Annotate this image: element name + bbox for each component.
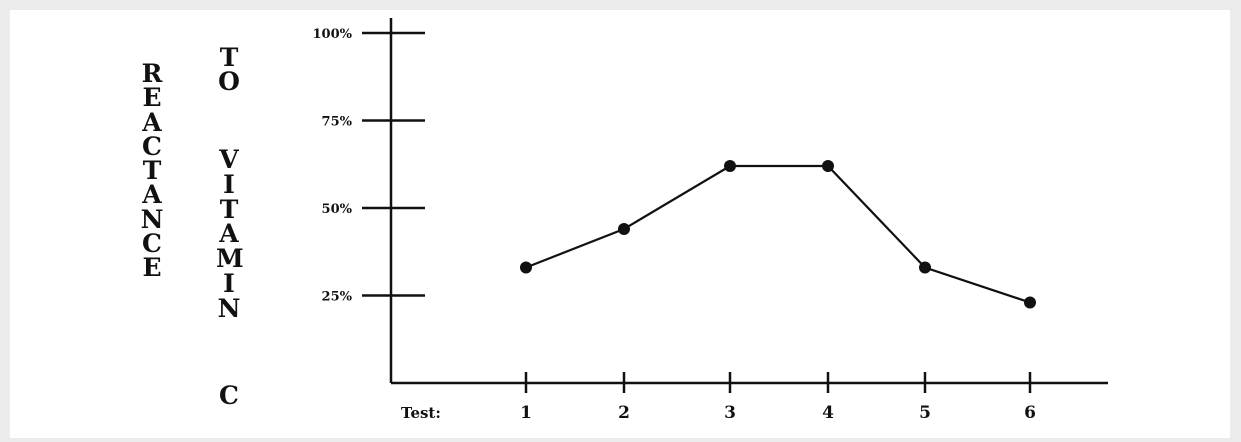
y-ticks: 100% 75% 50% 25% (313, 27, 425, 305)
x-axis-prefix: Test: (401, 404, 441, 422)
reactance-letter: C (142, 229, 162, 259)
vitamin-letter: I (223, 169, 235, 199)
vitamin-letter: V (219, 145, 239, 174)
vitamin-letter: M (216, 244, 244, 274)
vitamin-letter: T (219, 194, 239, 224)
data-point (822, 160, 834, 172)
series-line (525, 164, 1031, 304)
series (520, 160, 1036, 309)
reactance-letter: C (142, 131, 162, 161)
to-letter: O (218, 67, 240, 97)
x-tick-label: 2 (618, 403, 630, 423)
reactance-letter: R (141, 59, 163, 88)
y-axis-label-c: C (216, 381, 242, 410)
reactance-letter: T (142, 156, 162, 186)
vitamin-letter: N (217, 293, 241, 323)
data-point (520, 261, 532, 274)
reactance-letter: E (142, 253, 162, 283)
x-ticks: 1 2 3 4 5 6 (520, 372, 1036, 423)
to-letter: T (219, 43, 239, 72)
reactance-letter: E (142, 83, 162, 113)
x-tick-label: 5 (919, 403, 931, 423)
x-tick-label: 3 (724, 403, 736, 423)
vitamin-letter: A (219, 219, 239, 249)
data-point (919, 261, 931, 274)
x-tick-label: 1 (520, 403, 532, 423)
y-tick-label: 25% (322, 290, 353, 305)
data-point (618, 223, 630, 235)
data-point (1024, 296, 1036, 309)
y-tick-label: 100% (313, 27, 353, 42)
x-tick-label: 6 (1024, 403, 1036, 423)
reactance-letter: A (142, 180, 162, 210)
reactance-letter: N (140, 204, 164, 234)
y-tick-label: 75% (322, 115, 353, 130)
vitamin-letter: I (223, 268, 235, 298)
reactance-letter: A (142, 107, 162, 137)
x-tick-label: 4 (822, 403, 834, 423)
chart-background (10, 10, 1230, 438)
c-letter: C (219, 381, 239, 410)
data-point (724, 160, 736, 172)
y-tick-label: 50% (322, 202, 353, 217)
